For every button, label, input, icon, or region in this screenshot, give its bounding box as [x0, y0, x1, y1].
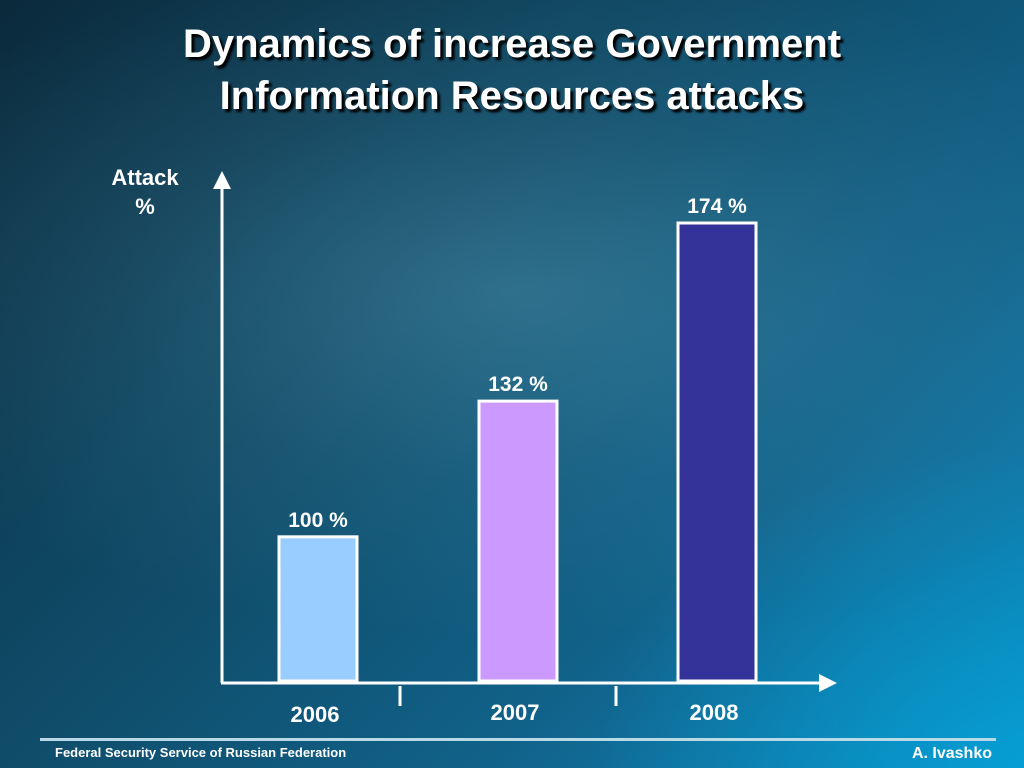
slide-title: Dynamics of increase Government Informat… [0, 18, 1024, 122]
bar-2008 [676, 221, 758, 683]
footer-organization: Federal Security Service of Russian Fede… [55, 745, 347, 760]
data-label-2007: 132 % [488, 373, 548, 396]
slide-title-line-2: Information Resources attacks [219, 74, 805, 118]
y-axis-label-line-2: % [135, 194, 155, 219]
y-axis-label-line-1: Attack [111, 165, 179, 190]
x-tick-label-2008: 2008 [690, 700, 739, 725]
x-tick-label-2006: 2006 [291, 702, 340, 727]
bar-2006 [277, 535, 359, 683]
footer-author: A. Ivashko [911, 745, 992, 762]
bar-2007 [477, 399, 559, 683]
bar-series: 100 % 2006 132 % 2007 174 % 2008 [277, 195, 758, 727]
slide-title-line-1: Dynamics of increase Government [182, 22, 842, 66]
data-label-2006: 100 % [288, 509, 348, 532]
x-tick-label-2007: 2007 [491, 700, 540, 725]
footer-divider [40, 738, 996, 741]
data-label-2008: 174 % [687, 195, 747, 218]
